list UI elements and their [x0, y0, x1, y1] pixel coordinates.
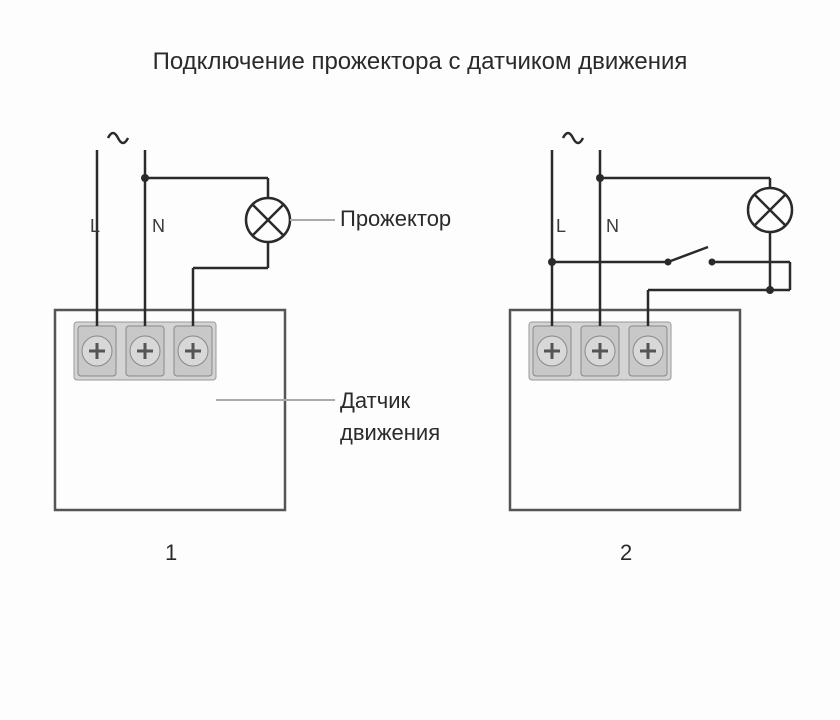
lamp-2 [748, 188, 792, 232]
ac-symbol-1 [108, 133, 128, 143]
terminal-1-L [78, 326, 116, 376]
label-N-2: N [606, 216, 619, 237]
label-sensor-line1: Датчик [340, 388, 410, 414]
diagram-number-2: 2 [620, 540, 632, 566]
diagram-number-1: 1 [165, 540, 177, 566]
switch-2 [665, 247, 716, 266]
label-sensor-line2: движения [340, 420, 440, 446]
lamp-1 [246, 198, 290, 242]
label-L-1: L [90, 216, 100, 237]
terminal-2-L [533, 326, 571, 376]
wiring-diagram [0, 0, 840, 720]
terminal-2-N [581, 326, 619, 376]
terminal-2-out [629, 326, 667, 376]
terminal-1-N [126, 326, 164, 376]
label-L-2: L [556, 216, 566, 237]
terminal-1-out [174, 326, 212, 376]
ac-symbol-2 [563, 133, 583, 143]
label-projector: Прожектор [340, 206, 451, 232]
label-N-1: N [152, 216, 165, 237]
